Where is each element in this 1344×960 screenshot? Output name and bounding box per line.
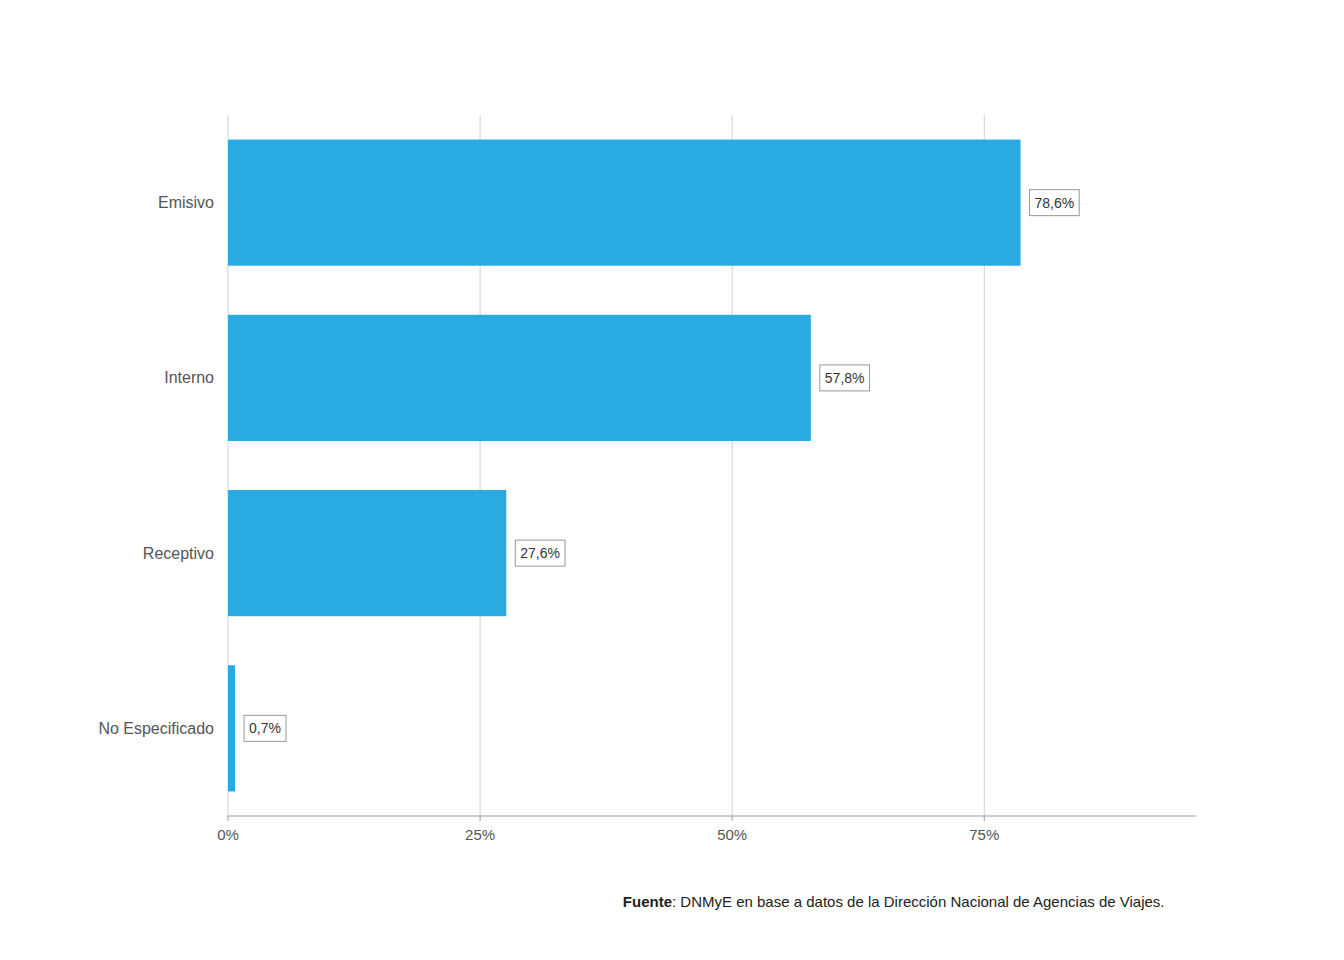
data-label-group: 57,8%	[820, 365, 870, 391]
data-label-group: 27,6%	[515, 540, 565, 566]
data-label-group: 78,6%	[1030, 190, 1080, 216]
footnote: : DNMyE en base a datos de la Dirección …	[672, 893, 1165, 910]
x-axis-line	[228, 816, 1196, 817]
tick-label: 25%	[465, 826, 495, 843]
bar	[228, 315, 811, 441]
x-ticks: 0% 25% 50% 75%	[217, 816, 999, 843]
tick-label: 50%	[717, 826, 747, 843]
tick-mark	[480, 816, 481, 821]
data-label: 27,6%	[520, 545, 560, 561]
bar	[228, 140, 1021, 266]
data-label: 78,6%	[1035, 195, 1075, 211]
data-label: 57,8%	[825, 370, 865, 386]
category-label: No Especificado	[98, 720, 214, 737]
tick-mark	[984, 816, 985, 821]
data-label-box	[244, 715, 286, 741]
data-label-group: 0,7%	[244, 715, 286, 741]
data-labels: 0,7% 27,6% 57,8% 78,6%	[244, 190, 1079, 742]
category-labels: No Especificado Receptivo Interno Emisivo	[98, 194, 214, 737]
category-label: Emisivo	[158, 194, 214, 211]
chart-container: 0% 25% 50% 75% No Especificado Receptivo Inter…	[0, 0, 1344, 960]
data-label: 0,7%	[249, 720, 281, 736]
category-label: Interno	[164, 369, 214, 386]
chart: 0% 25% 50% 75% No Especificado Receptivo Inter…	[0, 0, 1344, 960]
footnote-bold: Fuente	[623, 893, 672, 910]
tick-label: 75%	[969, 826, 999, 843]
bar	[228, 665, 235, 791]
tick-mark	[732, 816, 733, 821]
bars	[228, 140, 1021, 792]
bar	[228, 490, 506, 616]
data-label-box	[515, 540, 565, 566]
data-label-box	[1030, 190, 1080, 216]
tick-mark	[228, 816, 229, 821]
data-label-box	[820, 365, 870, 391]
category-label: Receptivo	[143, 545, 214, 562]
tick-label: 0%	[217, 826, 239, 843]
